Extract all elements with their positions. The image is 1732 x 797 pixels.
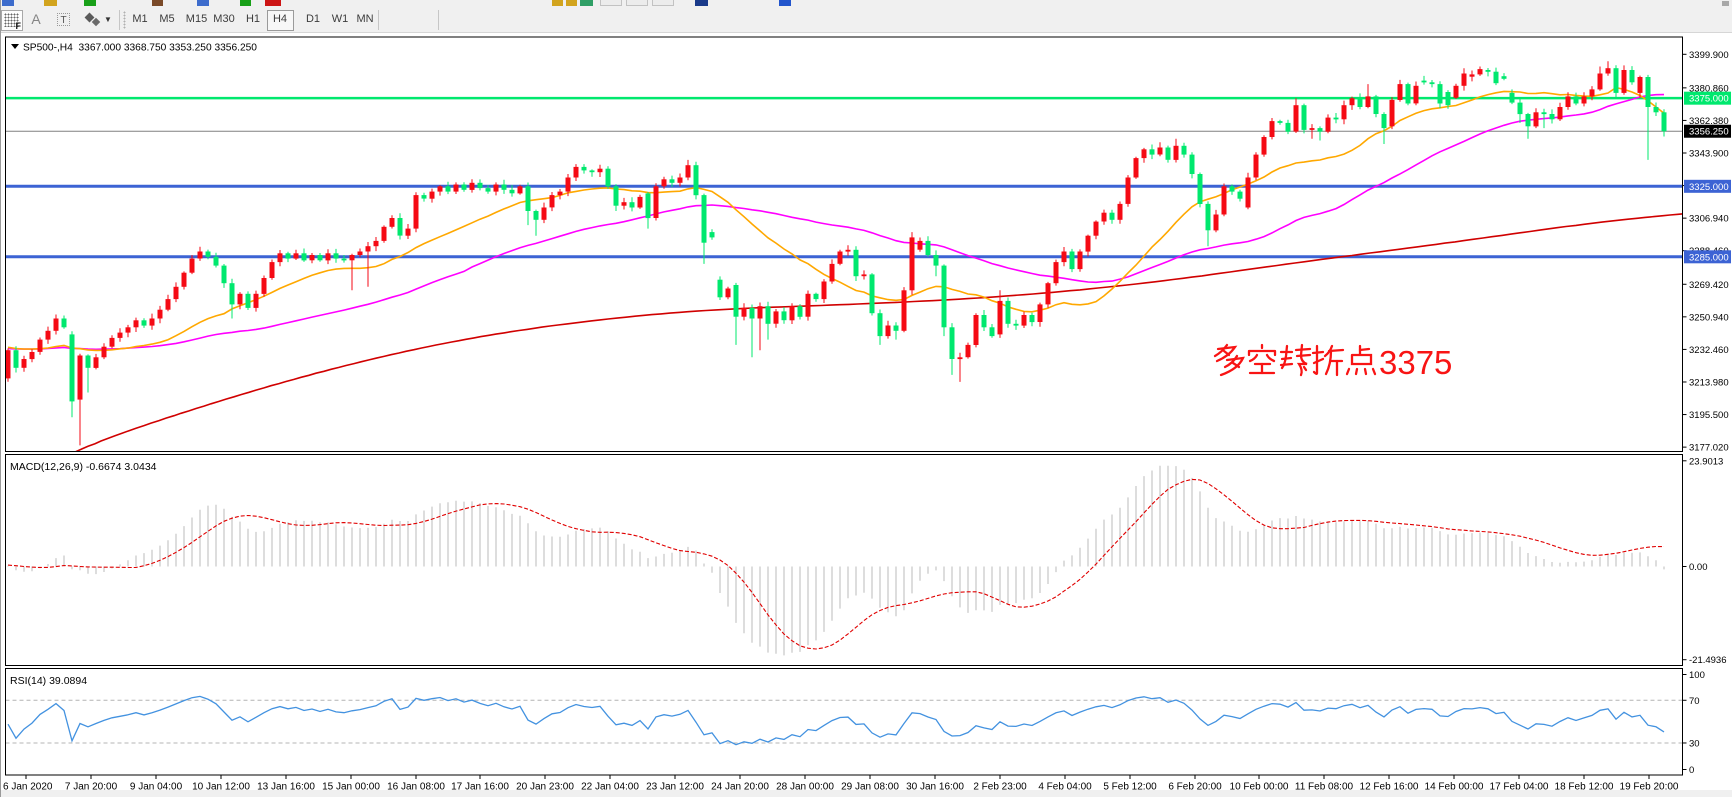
svg-text:23.9013: 23.9013 xyxy=(1689,456,1723,467)
svg-text:MACD(12,26,9) -0.6674 3.0434: MACD(12,26,9) -0.6674 3.0434 xyxy=(10,461,157,473)
svg-text:3232.460: 3232.460 xyxy=(1689,345,1729,356)
svg-text:15 Jan 00:00: 15 Jan 00:00 xyxy=(322,782,380,793)
svg-text:3375.000: 3375.000 xyxy=(1689,94,1729,105)
svg-text:16 Jan 08:00: 16 Jan 08:00 xyxy=(387,782,445,793)
svg-text:100: 100 xyxy=(1689,670,1705,681)
svg-text:3250.940: 3250.940 xyxy=(1689,312,1729,323)
svg-text:23 Jan 12:00: 23 Jan 12:00 xyxy=(646,782,704,793)
svg-text:3213.980: 3213.980 xyxy=(1689,377,1729,388)
svg-text:3375: 3375 xyxy=(1379,344,1452,381)
svg-text:9 Jan 04:00: 9 Jan 04:00 xyxy=(130,782,183,793)
svg-text:3343.900: 3343.900 xyxy=(1689,149,1729,160)
svg-text:12 Feb 16:00: 12 Feb 16:00 xyxy=(1360,782,1419,793)
svg-text:28 Jan 00:00: 28 Jan 00:00 xyxy=(776,782,834,793)
svg-text:10 Feb 00:00: 10 Feb 00:00 xyxy=(1230,782,1289,793)
svg-text:17 Feb 04:00: 17 Feb 04:00 xyxy=(1490,782,1549,793)
svg-text:3195.500: 3195.500 xyxy=(1689,410,1729,421)
svg-text:7 Jan 20:00: 7 Jan 20:00 xyxy=(65,782,118,793)
svg-text:19 Feb 20:00: 19 Feb 20:00 xyxy=(1620,782,1679,793)
svg-text:22 Jan 04:00: 22 Jan 04:00 xyxy=(581,782,639,793)
svg-text:10 Jan 12:00: 10 Jan 12:00 xyxy=(192,782,250,793)
svg-text:11 Feb 08:00: 11 Feb 08:00 xyxy=(1295,782,1354,793)
svg-text:SP500-,H4 3367.000 3368.750 3: SP500-,H4 3367.000 3368.750 3353.250 335… xyxy=(23,43,257,54)
svg-text:70: 70 xyxy=(1689,696,1700,707)
svg-text:20 Jan 23:00: 20 Jan 23:00 xyxy=(516,782,574,793)
svg-text:3325.000: 3325.000 xyxy=(1689,182,1729,193)
svg-text:0.00: 0.00 xyxy=(1689,562,1708,573)
svg-text:13 Jan 16:00: 13 Jan 16:00 xyxy=(257,782,315,793)
svg-text:17 Jan 16:00: 17 Jan 16:00 xyxy=(451,782,509,793)
svg-text:3356.250: 3356.250 xyxy=(1689,127,1729,138)
svg-text:2 Feb 23:00: 2 Feb 23:00 xyxy=(973,782,1027,793)
svg-text:30: 30 xyxy=(1689,738,1700,749)
svg-text:3362.380: 3362.380 xyxy=(1689,116,1729,127)
svg-text:5 Feb 12:00: 5 Feb 12:00 xyxy=(1103,782,1157,793)
svg-text:29 Jan 08:00: 29 Jan 08:00 xyxy=(841,782,899,793)
svg-text:3380.860: 3380.860 xyxy=(1689,83,1729,94)
svg-text:0: 0 xyxy=(1689,765,1694,776)
svg-text:3269.420: 3269.420 xyxy=(1689,280,1729,291)
svg-text:6 Jan 2020: 6 Jan 2020 xyxy=(3,782,53,793)
svg-text:24 Jan 20:00: 24 Jan 20:00 xyxy=(711,782,769,793)
svg-text:3177.020: 3177.020 xyxy=(1689,443,1729,454)
svg-text:3285.000: 3285.000 xyxy=(1689,252,1729,263)
svg-text:RSI(14) 39.0894: RSI(14) 39.0894 xyxy=(10,675,87,687)
svg-text:4 Feb 04:00: 4 Feb 04:00 xyxy=(1038,782,1092,793)
svg-text:14 Feb 00:00: 14 Feb 00:00 xyxy=(1425,782,1484,793)
svg-text:-21.4936: -21.4936 xyxy=(1689,655,1727,666)
svg-text:30 Jan 16:00: 30 Jan 16:00 xyxy=(906,782,964,793)
svg-text:3306.940: 3306.940 xyxy=(1689,214,1729,225)
svg-text:18 Feb 12:00: 18 Feb 12:00 xyxy=(1555,782,1614,793)
svg-text:6 Feb 20:00: 6 Feb 20:00 xyxy=(1168,782,1222,793)
svg-text:3399.900: 3399.900 xyxy=(1689,50,1729,61)
